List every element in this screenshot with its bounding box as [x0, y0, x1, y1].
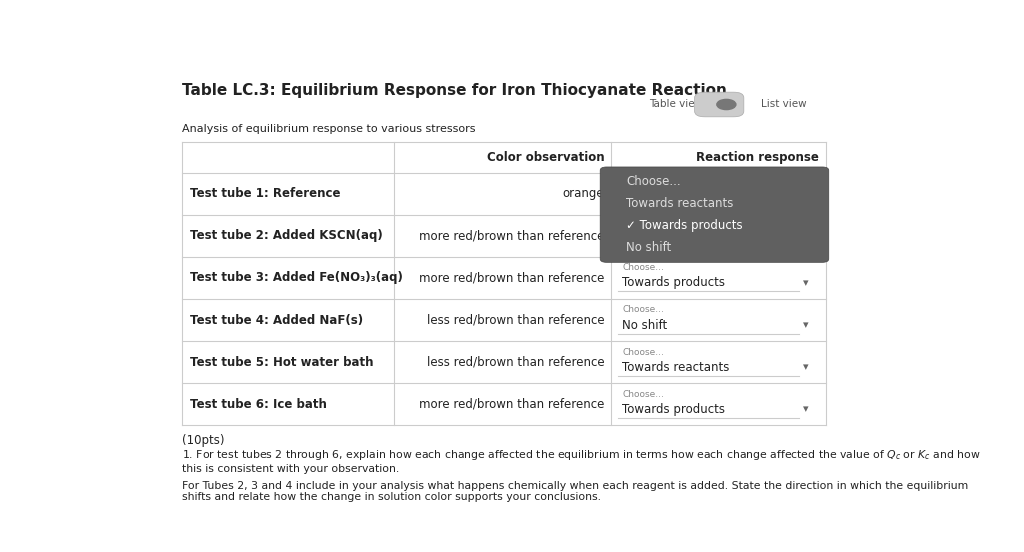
Bar [182, 172, 826, 215]
Bar [182, 299, 826, 341]
Text: ▾: ▾ [803, 405, 808, 415]
Text: orange: orange [562, 187, 604, 200]
Text: Test tube 5: Hot water bath: Test tube 5: Hot water bath [189, 355, 374, 369]
Text: Table view: Table view [649, 99, 703, 109]
Text: (10pts): (10pts) [182, 434, 224, 447]
Text: For Tubes 2, 3 and 4 include in your analysis what happens chemically when each : For Tubes 2, 3 and 4 include in your ana… [182, 481, 969, 502]
Text: ▾: ▾ [803, 278, 808, 288]
Text: Test tube 3: Added Fe(NO₃)₃(aq): Test tube 3: Added Fe(NO₃)₃(aq) [189, 272, 402, 284]
Text: No shift: No shift [623, 319, 668, 332]
Text: more red/brown than reference: more red/brown than reference [419, 229, 604, 242]
Text: 1. For test tubes 2 through 6, explain how each change affected the equilibrium : 1. For test tubes 2 through 6, explain h… [182, 448, 980, 461]
Text: this is consistent with your observation.: this is consistent with your observation… [182, 464, 399, 474]
Text: Towards reactants: Towards reactants [627, 197, 734, 210]
Text: Choose...: Choose... [623, 305, 665, 315]
Text: Test tube 6: Ice bath: Test tube 6: Ice bath [189, 398, 327, 411]
Text: less red/brown than reference: less red/brown than reference [427, 355, 604, 369]
Bar [182, 257, 826, 299]
FancyBboxPatch shape [600, 167, 828, 262]
Text: No shift: No shift [627, 241, 672, 254]
Text: Towards products: Towards products [623, 277, 725, 289]
Text: Color observation: Color observation [486, 151, 604, 164]
Text: more red/brown than reference: more red/brown than reference [419, 272, 604, 284]
Bar [182, 383, 826, 426]
Text: Table LC.3: Equilibrium Response for Iron Thiocyanate Reaction: Table LC.3: Equilibrium Response for Iro… [182, 83, 727, 98]
Bar [182, 341, 826, 383]
Text: List view: List view [761, 99, 807, 109]
Text: Choose...: Choose... [623, 263, 665, 272]
Text: less red/brown than reference: less red/brown than reference [427, 314, 604, 327]
Text: ✓ Towards products: ✓ Towards products [627, 219, 743, 232]
Text: ▾: ▾ [803, 362, 808, 372]
Bar [182, 215, 826, 257]
Text: more red/brown than reference: more red/brown than reference [419, 398, 604, 411]
Text: Choose...: Choose... [627, 175, 681, 188]
Text: Reaction response: Reaction response [695, 151, 818, 164]
Text: ▾: ▾ [803, 320, 808, 330]
Text: Choose...: Choose... [623, 390, 665, 399]
Text: Test tube 4: Added NaF(s): Test tube 4: Added NaF(s) [189, 314, 364, 327]
Text: Test tube 2: Added KSCN(aq): Test tube 2: Added KSCN(aq) [189, 229, 383, 242]
Text: Towards reactants: Towards reactants [623, 361, 730, 374]
Text: Test tube 1: Reference: Test tube 1: Reference [189, 187, 340, 200]
FancyBboxPatch shape [694, 92, 743, 117]
Circle shape [717, 99, 736, 110]
Text: Towards products: Towards products [623, 403, 725, 416]
Text: Analysis of equilibrium response to various stressors: Analysis of equilibrium response to vari… [182, 124, 475, 134]
Text: Choose...: Choose... [623, 348, 665, 357]
